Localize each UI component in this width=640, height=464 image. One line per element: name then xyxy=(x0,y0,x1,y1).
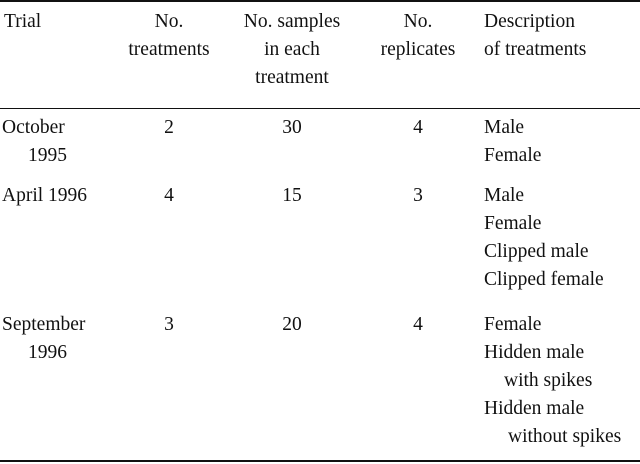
row-3-description: Female Hidden male with spikes Hidden ma… xyxy=(484,314,622,447)
row-2-replicates: 3 xyxy=(413,185,423,206)
header-treatments: No. treatments xyxy=(128,11,210,60)
header-trial: Trial xyxy=(4,11,42,32)
row-1-treatments: 2 xyxy=(164,117,174,138)
header-replicates: No. replicates xyxy=(380,11,456,60)
row-1-description: Male Female xyxy=(484,117,542,166)
row-3-trial: September 1996 xyxy=(2,314,86,363)
row-2-treatments: 4 xyxy=(164,185,174,206)
row-2-description: Male Female Clipped male Clipped female xyxy=(484,185,604,290)
row-2-samples: 15 xyxy=(282,185,302,206)
row-1-replicates: 4 xyxy=(413,117,423,138)
header-rule xyxy=(0,108,640,109)
header-samples: No. samples in each treatment xyxy=(243,11,341,88)
row-1-trial: October 1995 xyxy=(2,117,67,166)
row-3-replicates: 4 xyxy=(413,314,423,335)
row-3-samples: 20 xyxy=(282,314,302,335)
table-top-rule xyxy=(0,0,640,2)
table-bottom-rule xyxy=(0,460,640,462)
row-2-trial: April 1996 xyxy=(2,185,88,206)
header-description: Description of treatments xyxy=(484,11,587,60)
row-1-samples: 30 xyxy=(282,117,302,138)
row-3-treatments: 3 xyxy=(164,314,174,335)
